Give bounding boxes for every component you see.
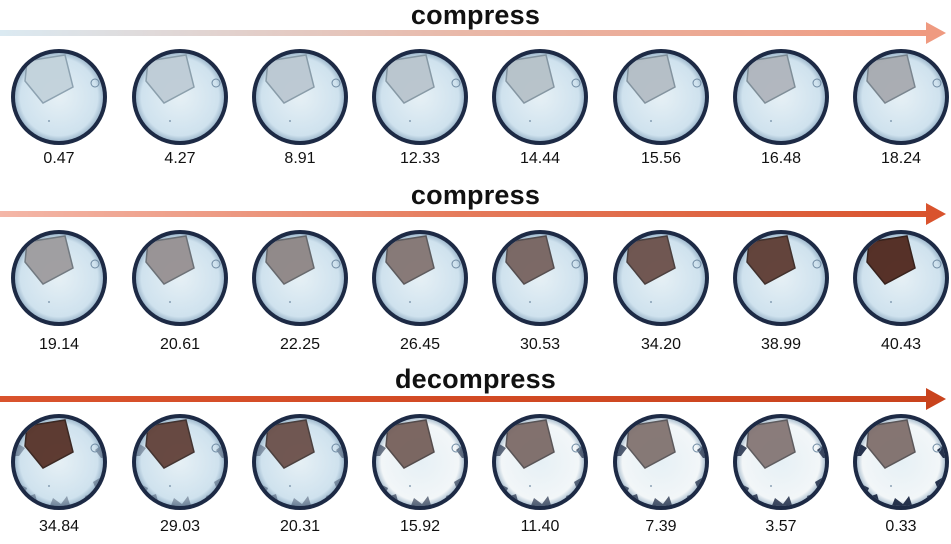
pressure-value: 4.27 — [164, 150, 196, 167]
micrograph-image — [252, 49, 348, 145]
micrograph-image — [372, 230, 468, 326]
pressure-value: 22.25 — [279, 336, 321, 353]
micrograph-image — [132, 49, 228, 145]
sample-cell — [370, 228, 470, 328]
pressure-value: 15.56 — [640, 150, 682, 167]
pressure-value: 29.03 — [159, 518, 201, 535]
pressure-value: 34.20 — [640, 336, 682, 353]
sample-cell — [611, 47, 711, 147]
pressure-value: 34.84 — [38, 518, 80, 535]
sample-cell — [731, 228, 831, 328]
micrograph-image — [733, 414, 829, 510]
micrograph-image — [252, 230, 348, 326]
pressure-value: 19.14 — [38, 336, 80, 353]
row-1-label: compress — [410, 0, 541, 30]
pressure-value: 16.48 — [760, 150, 802, 167]
sample-cell — [611, 228, 711, 328]
arrow-3 — [0, 388, 946, 410]
micrograph-image — [132, 230, 228, 326]
micrograph-image — [252, 414, 348, 510]
sample-cell — [9, 47, 109, 147]
micrograph-image — [853, 230, 949, 326]
pressure-value: 7.39 — [645, 518, 677, 535]
micrograph-image — [492, 49, 588, 145]
micrograph-image — [372, 414, 468, 510]
sample-cell — [370, 47, 470, 147]
pressure-value: 3.57 — [765, 518, 797, 535]
sample-cell — [130, 228, 230, 328]
pressure-value: 8.91 — [284, 150, 316, 167]
sample-cell — [851, 47, 951, 147]
pressure-value: 15.92 — [399, 518, 441, 535]
sample-cell — [490, 228, 590, 328]
micrograph-image — [613, 49, 709, 145]
sample-cell — [731, 47, 831, 147]
micrograph-image — [613, 414, 709, 510]
pressure-value: 12.33 — [399, 150, 441, 167]
micrograph-image — [11, 230, 107, 326]
micrograph-image — [11, 414, 107, 510]
pressure-value: 20.61 — [159, 336, 201, 353]
row-3-label: decompress — [394, 364, 557, 394]
pressure-value: 26.45 — [399, 336, 441, 353]
sample-cell — [250, 228, 350, 328]
micrograph-image — [733, 230, 829, 326]
sample-cell — [490, 47, 590, 147]
pressure-value: 0.33 — [885, 518, 917, 535]
sample-cell — [490, 412, 590, 512]
sample-cell — [611, 412, 711, 512]
micrograph-image — [853, 414, 949, 510]
pressure-value: 14.44 — [519, 150, 561, 167]
sample-cell — [9, 228, 109, 328]
sample-cell — [250, 412, 350, 512]
row-2-label: compress — [410, 180, 541, 210]
pressure-value: 18.24 — [880, 150, 922, 167]
sample-cell — [851, 412, 951, 512]
micrograph-image — [11, 49, 107, 145]
micrograph-image — [132, 414, 228, 510]
pressure-value: 40.43 — [880, 336, 922, 353]
micrograph-image — [613, 230, 709, 326]
micrograph-image — [492, 230, 588, 326]
sample-cell — [731, 412, 831, 512]
pressure-value: 38.99 — [760, 336, 802, 353]
pressure-value: 30.53 — [519, 336, 561, 353]
sample-cell — [851, 228, 951, 328]
micrograph-image — [372, 49, 468, 145]
sample-cell — [9, 412, 109, 512]
sample-cell — [250, 47, 350, 147]
micrograph-image — [853, 49, 949, 145]
micrograph-image — [733, 49, 829, 145]
micrograph-image — [492, 414, 588, 510]
sample-cell — [370, 412, 470, 512]
sample-cell — [130, 412, 230, 512]
arrow-2 — [0, 203, 946, 225]
arrow-1 — [0, 22, 946, 44]
pressure-value: 0.47 — [43, 150, 75, 167]
sample-cell — [130, 47, 230, 147]
pressure-value: 11.40 — [520, 518, 560, 535]
pressure-value: 20.31 — [279, 518, 321, 535]
